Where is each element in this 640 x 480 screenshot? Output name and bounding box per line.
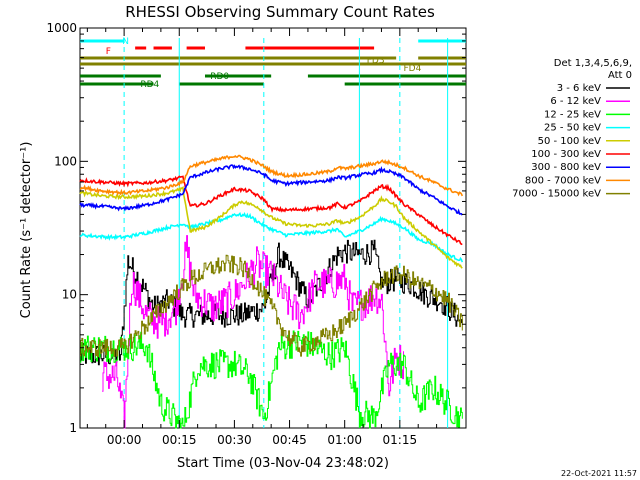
series-line-3	[79, 211, 464, 263]
axis-ticks: 1 10 100 1000 00:00 00:15 00:30 00:45 01:00 01:15	[46, 21, 466, 447]
y-tick-label-1: 10	[62, 288, 77, 302]
y-axis-label: Count Rate (s⁻¹ detector⁻¹)	[19, 142, 34, 319]
plot-frame	[79, 27, 467, 429]
series-lines	[79, 154, 464, 429]
legend-label-5: 100 - 300 keV	[531, 149, 601, 160]
x-tick-label-0: 00:00	[107, 433, 142, 447]
legend: Det 1,3,4,5,6,9,Att 0 3 - 6 keV 6 - 12 keV…	[512, 58, 632, 200]
x-tick-label-3: 00:45	[272, 433, 307, 447]
series-line-6	[79, 164, 463, 216]
flag-label-n: N	[122, 37, 129, 47]
legend-label-2: 12 - 25 keV	[544, 109, 601, 120]
timestamp-label: 22-Oct-2021 11:57	[561, 469, 637, 478]
x-tick-label-2: 00:30	[217, 433, 252, 447]
legend-label-3: 25 - 50 keV	[544, 123, 601, 134]
flag-label-rd4: RD4	[140, 80, 159, 90]
legend-label-6: 300 - 800 keV	[531, 162, 601, 173]
legend-header-0: Det 1,3,4,5,6,9,	[554, 58, 632, 69]
series-line-8	[80, 254, 463, 357]
legend-label-8: 7000 - 15000 keV	[512, 189, 601, 200]
x-tick-label-1: 00:15	[162, 433, 197, 447]
legend-label-0: 3 - 6 keV	[557, 83, 601, 94]
legend-label-1: 6 - 12 keV	[550, 96, 601, 107]
flag-label-fd3: FD3	[367, 56, 385, 66]
chart-title: RHESSI Observing Summary Count Rates	[125, 3, 435, 21]
x-tick-label-5: 01:15	[383, 433, 418, 447]
x-axis-label: Start Time (03-Nov-04 23:48:02)	[177, 456, 389, 471]
x-tick-label-4: 01:00	[327, 433, 362, 447]
series-line-1	[102, 235, 404, 429]
flag-label-fd4: FD4	[404, 64, 422, 74]
y-tick-label-3: 1000	[46, 21, 77, 35]
series-line-5	[79, 175, 463, 246]
legend-label-4: 50 - 100 keV	[538, 136, 602, 147]
flag-bars: N F FD3 FD4 RD0 RD4	[80, 37, 466, 428]
series-line-7	[79, 154, 464, 197]
y-tick-label-2: 100	[54, 154, 77, 168]
flag-label-f: F	[106, 47, 111, 57]
series-line-4	[79, 186, 463, 269]
series-line-0	[80, 239, 463, 366]
legend-header-1: Att 0	[608, 70, 632, 81]
legend-label-7: 800 - 7000 keV	[525, 175, 601, 186]
series-line-2	[80, 330, 463, 429]
axes-frame	[79, 27, 467, 429]
y-tick-label-0: 1	[69, 421, 77, 435]
flag-label-rd0: RD0	[210, 72, 229, 82]
